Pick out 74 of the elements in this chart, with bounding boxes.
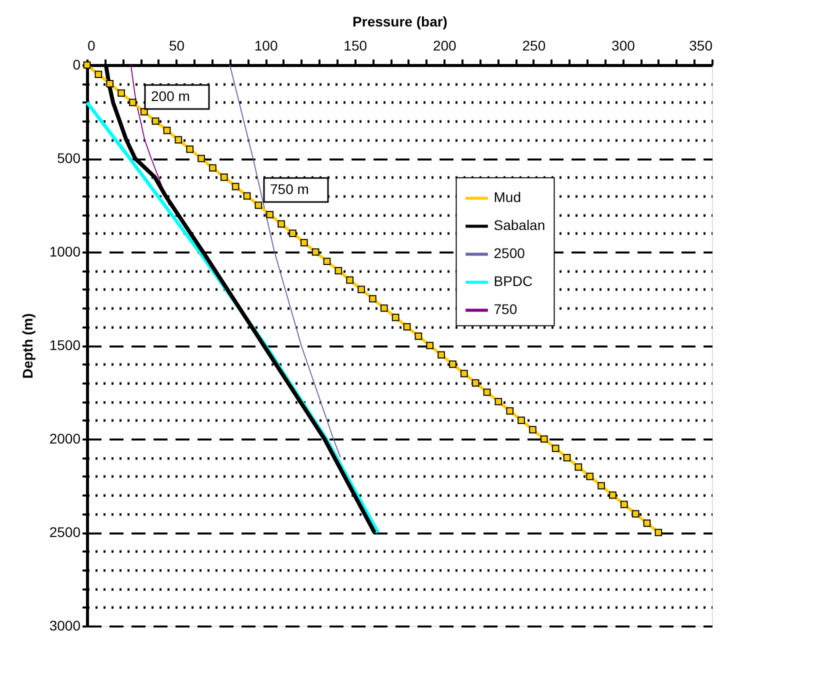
x-tick-label: 150 bbox=[344, 38, 368, 54]
point bbox=[483, 388, 491, 396]
x-axis-title: Pressure (bar) bbox=[352, 14, 448, 30]
point bbox=[254, 202, 262, 209]
point bbox=[414, 332, 422, 340]
point bbox=[494, 398, 502, 406]
x-tick-label: 100 bbox=[254, 38, 278, 54]
legend-label: Mud bbox=[494, 189, 521, 206]
y-tick-label: 1500 bbox=[49, 337, 81, 353]
point bbox=[129, 98, 136, 106]
point bbox=[300, 238, 308, 246]
point bbox=[266, 210, 274, 218]
point bbox=[506, 407, 514, 415]
point bbox=[220, 174, 228, 181]
y-tick-label: 3000 bbox=[49, 618, 81, 634]
point bbox=[323, 258, 331, 266]
point bbox=[518, 416, 525, 424]
point bbox=[552, 444, 560, 452]
point bbox=[118, 89, 125, 97]
point bbox=[106, 80, 114, 88]
x-tick-label: 200 bbox=[432, 38, 457, 54]
y-tick-label: 0 bbox=[72, 56, 81, 72]
point bbox=[312, 248, 320, 256]
legend-label: 750 bbox=[494, 301, 518, 318]
point bbox=[186, 145, 194, 153]
point bbox=[460, 370, 468, 378]
legend-label: 2500 bbox=[494, 245, 526, 262]
point bbox=[278, 220, 285, 228]
point bbox=[174, 136, 182, 144]
point bbox=[198, 154, 205, 162]
point bbox=[152, 117, 160, 125]
point bbox=[232, 182, 240, 190]
point bbox=[620, 500, 628, 508]
point bbox=[643, 519, 651, 527]
point bbox=[574, 463, 582, 471]
point bbox=[289, 230, 296, 237]
point bbox=[94, 70, 102, 78]
point bbox=[472, 379, 480, 387]
point bbox=[438, 351, 445, 359]
y-tick-label: 2000 bbox=[49, 430, 81, 446]
point bbox=[426, 342, 434, 350]
point bbox=[449, 360, 456, 368]
legend-label: Sabalan bbox=[494, 217, 546, 234]
y-axis-title: Depth (m) bbox=[19, 313, 36, 379]
x-tick-label: 350 bbox=[689, 38, 713, 54]
y-tick-label: 500 bbox=[57, 150, 81, 166]
y-tick-label: 2500 bbox=[49, 524, 81, 540]
point bbox=[392, 314, 400, 322]
point bbox=[586, 472, 594, 480]
line-series bbox=[229, 64, 342, 458]
point bbox=[380, 304, 388, 312]
point bbox=[243, 192, 251, 200]
point bbox=[163, 126, 171, 134]
x-tick-label: 300 bbox=[612, 38, 636, 54]
point bbox=[540, 435, 548, 443]
point bbox=[358, 286, 365, 294]
point bbox=[334, 267, 342, 274]
annotation: 200 m bbox=[151, 88, 190, 104]
point bbox=[369, 295, 376, 302]
point bbox=[209, 164, 216, 172]
point bbox=[346, 276, 354, 284]
point bbox=[632, 510, 640, 518]
point bbox=[403, 323, 411, 330]
point bbox=[598, 482, 605, 490]
legend-label: BPDC bbox=[494, 273, 533, 290]
x-tick-label: 0 bbox=[88, 38, 96, 54]
point bbox=[563, 454, 571, 462]
x-tick-label: 250 bbox=[522, 38, 546, 54]
point bbox=[529, 426, 536, 434]
x-tick-label: 50 bbox=[168, 38, 185, 54]
point bbox=[609, 491, 616, 499]
annotation: 750 m bbox=[270, 181, 309, 197]
point bbox=[654, 528, 662, 536]
y-tick-label: 1000 bbox=[49, 244, 81, 260]
